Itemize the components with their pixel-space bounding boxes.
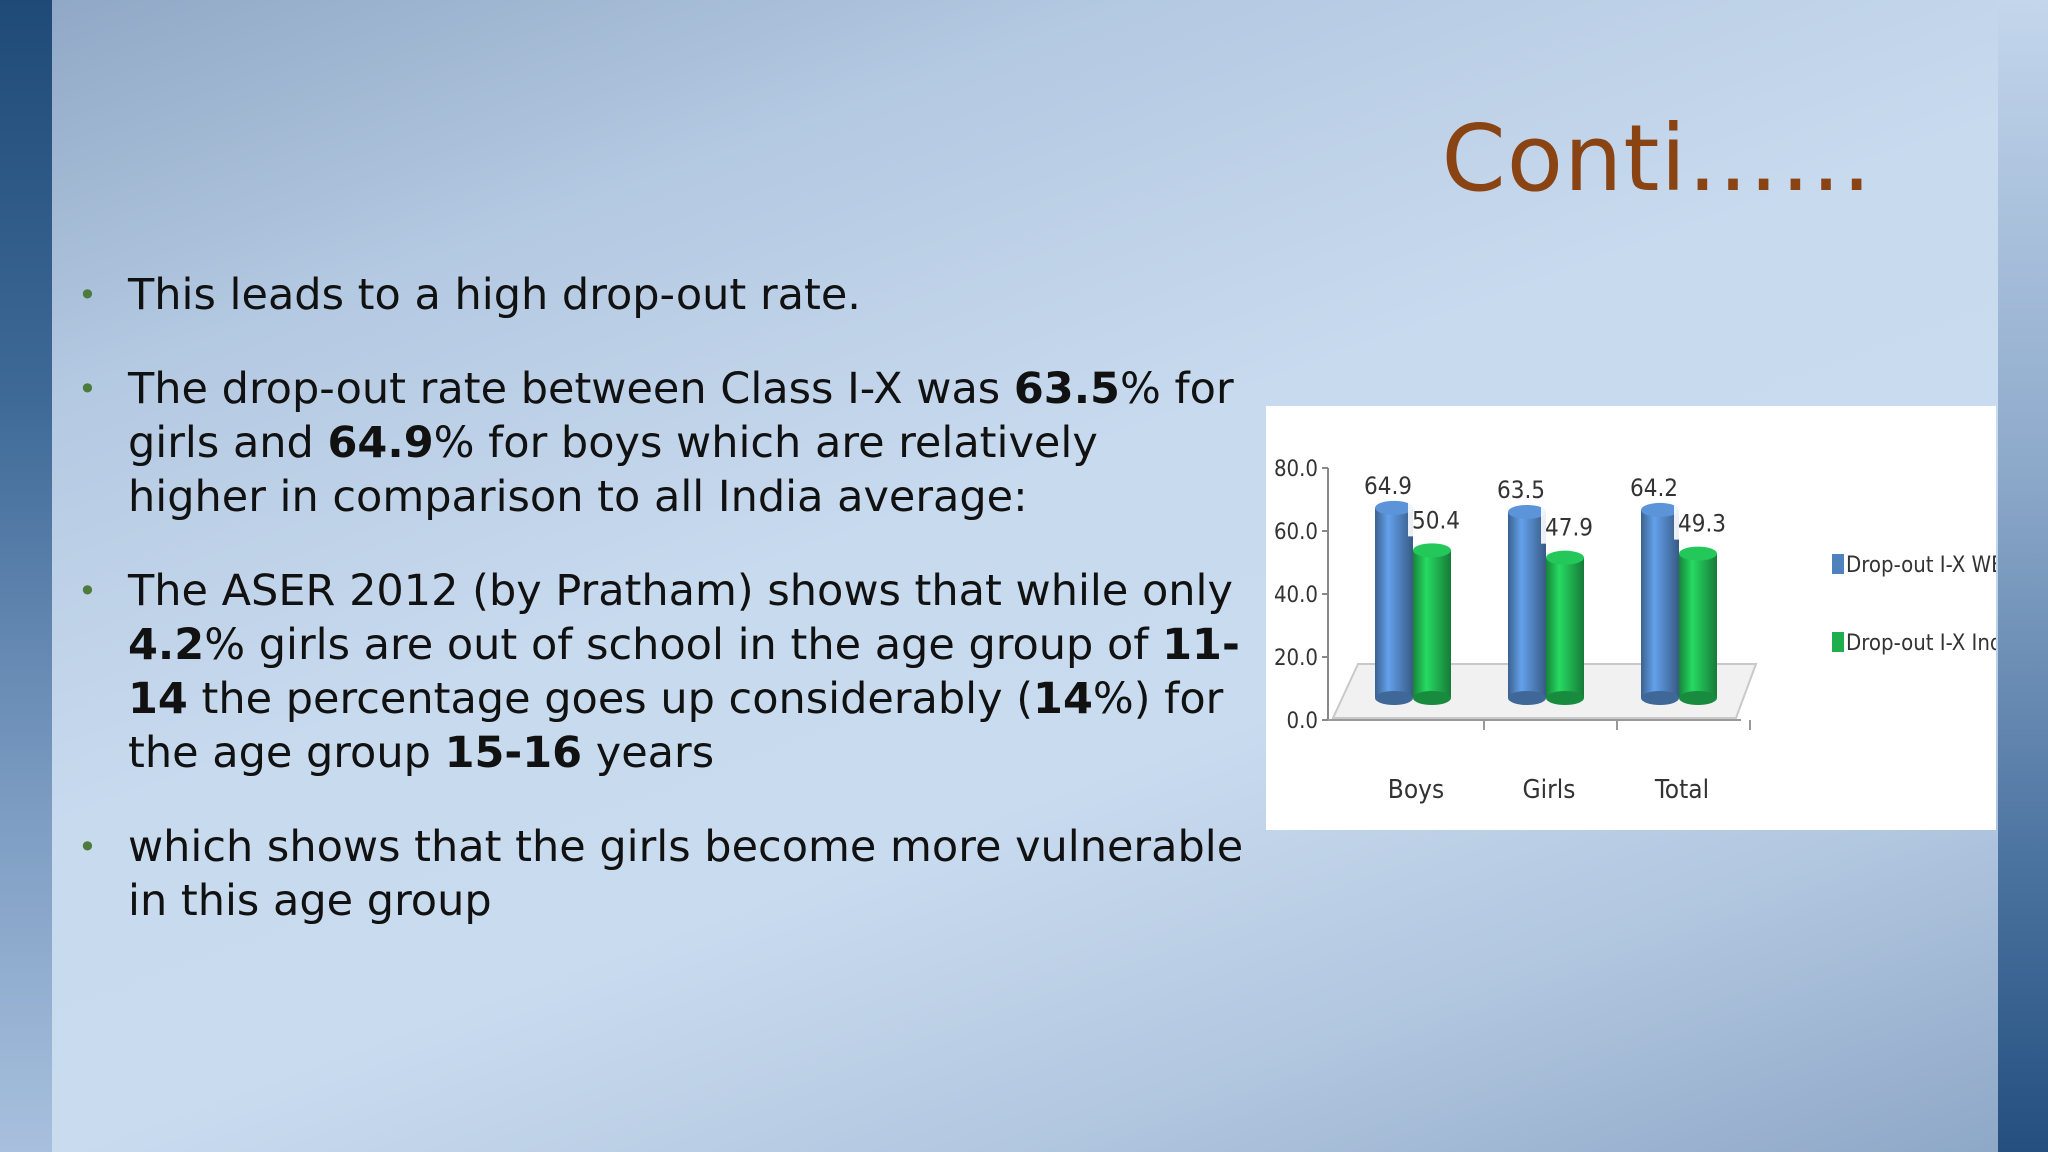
bar <box>1679 553 1717 698</box>
data-label: 47.9 <box>1545 514 1593 542</box>
bullet-emphasis: 4.2 <box>128 620 205 670</box>
bullet-emphasis: 64.9 <box>327 418 434 468</box>
data-label-bg <box>1674 501 1730 540</box>
bar <box>1375 507 1413 698</box>
legend-label: Drop-out I-X India <box>1846 631 1996 656</box>
bullet-dot-icon: • <box>78 572 97 610</box>
bullet-dot-icon: • <box>78 276 97 314</box>
x-tick-label: Total <box>1654 775 1709 805</box>
bullet-item: • This leads to a high drop-out rate. <box>78 268 1248 322</box>
x-tick-label: Girls <box>1523 775 1576 805</box>
y-tick-label: 0.0 <box>1287 709 1318 734</box>
bullet-emphasis: 63.5 <box>1013 364 1120 414</box>
bar <box>1413 550 1451 698</box>
bullet-item: • which shows that the girls become more … <box>78 820 1248 928</box>
bar <box>1508 511 1546 698</box>
legend-swatch <box>1832 632 1844 652</box>
bullet-dot-icon: • <box>78 370 97 408</box>
bullet-emphasis: 15-16 <box>444 728 583 778</box>
bullet-emphasis: 11-14 <box>128 620 1240 724</box>
legend-label: Drop-out I-X WB <box>1846 553 1996 578</box>
data-label: 64.9 <box>1364 472 1412 500</box>
bar-base <box>1375 691 1413 705</box>
y-tick-label: 20.0 <box>1274 646 1318 671</box>
bullet-list: • This leads to a high drop-out rate. • The… <box>78 268 1248 968</box>
bar-base <box>1546 691 1584 705</box>
data-label-bg <box>1541 505 1597 544</box>
bar-top <box>1546 550 1584 565</box>
data-label: 63.5 <box>1497 476 1545 504</box>
y-tick-label: 60.0 <box>1274 520 1318 545</box>
data-label-bg <box>1408 498 1464 537</box>
bullet-text: which shows that the girls become more v… <box>128 822 1244 926</box>
bar-base <box>1413 691 1451 705</box>
bullet-text: the percentage goes up considerably ( <box>187 674 1034 724</box>
bullet-text: % girls are out of school in the age gro… <box>204 620 1163 670</box>
data-label: 50.4 <box>1412 506 1460 534</box>
bar-top <box>1413 543 1451 558</box>
bullet-text: % for girls and <box>128 364 1234 468</box>
bullet-emphasis: 14 <box>1033 674 1093 724</box>
bullet-item: • The drop-out rate between Class I-X was… <box>78 362 1248 524</box>
y-tick-label: 40.0 <box>1274 583 1318 608</box>
bullet-dot-icon: • <box>78 828 97 866</box>
bar-top <box>1679 546 1717 561</box>
bar-base <box>1679 691 1717 705</box>
dropout-chart: 0.0 20.0 40.0 60.0 80.0 Boys 64.9 50.4 Girls 63.5… <box>1266 406 2020 830</box>
bullet-text: This leads to a high drop-out rate. <box>128 270 861 320</box>
bar-top <box>1508 504 1546 519</box>
bullet-text: years <box>582 728 715 778</box>
bullet-text: % for boys which are relatively higher i… <box>128 418 1098 522</box>
bullet-item: • The ASER 2012 (by Pratham) shows that w… <box>78 564 1248 780</box>
bar <box>1641 509 1679 698</box>
slide-left-edge <box>0 0 52 1152</box>
bar-top <box>1641 502 1679 517</box>
x-tick-label: Boys <box>1388 775 1444 805</box>
data-label: 64.2 <box>1630 474 1678 502</box>
bar-base <box>1508 691 1546 705</box>
chart-svg: 0.0 20.0 40.0 60.0 80.0 Boys 64.950.4 Girls 63.5… <box>1274 457 2020 805</box>
bullet-text: The drop-out rate between Class I-X was <box>128 364 1014 414</box>
bullet-text: The ASER 2012 (by Pratham) shows that wh… <box>128 566 1233 616</box>
bar-top <box>1375 500 1413 515</box>
bar <box>1546 557 1584 698</box>
slide-right-edge <box>1998 0 2048 1152</box>
slide-title: Conti…… <box>1441 105 1873 212</box>
y-tick-label: 80.0 <box>1274 457 1318 482</box>
legend-swatch <box>1832 554 1844 574</box>
data-label: 49.3 <box>1678 510 1726 538</box>
bar-base <box>1641 691 1679 705</box>
bullet-text: %) for the age group <box>128 674 1224 778</box>
